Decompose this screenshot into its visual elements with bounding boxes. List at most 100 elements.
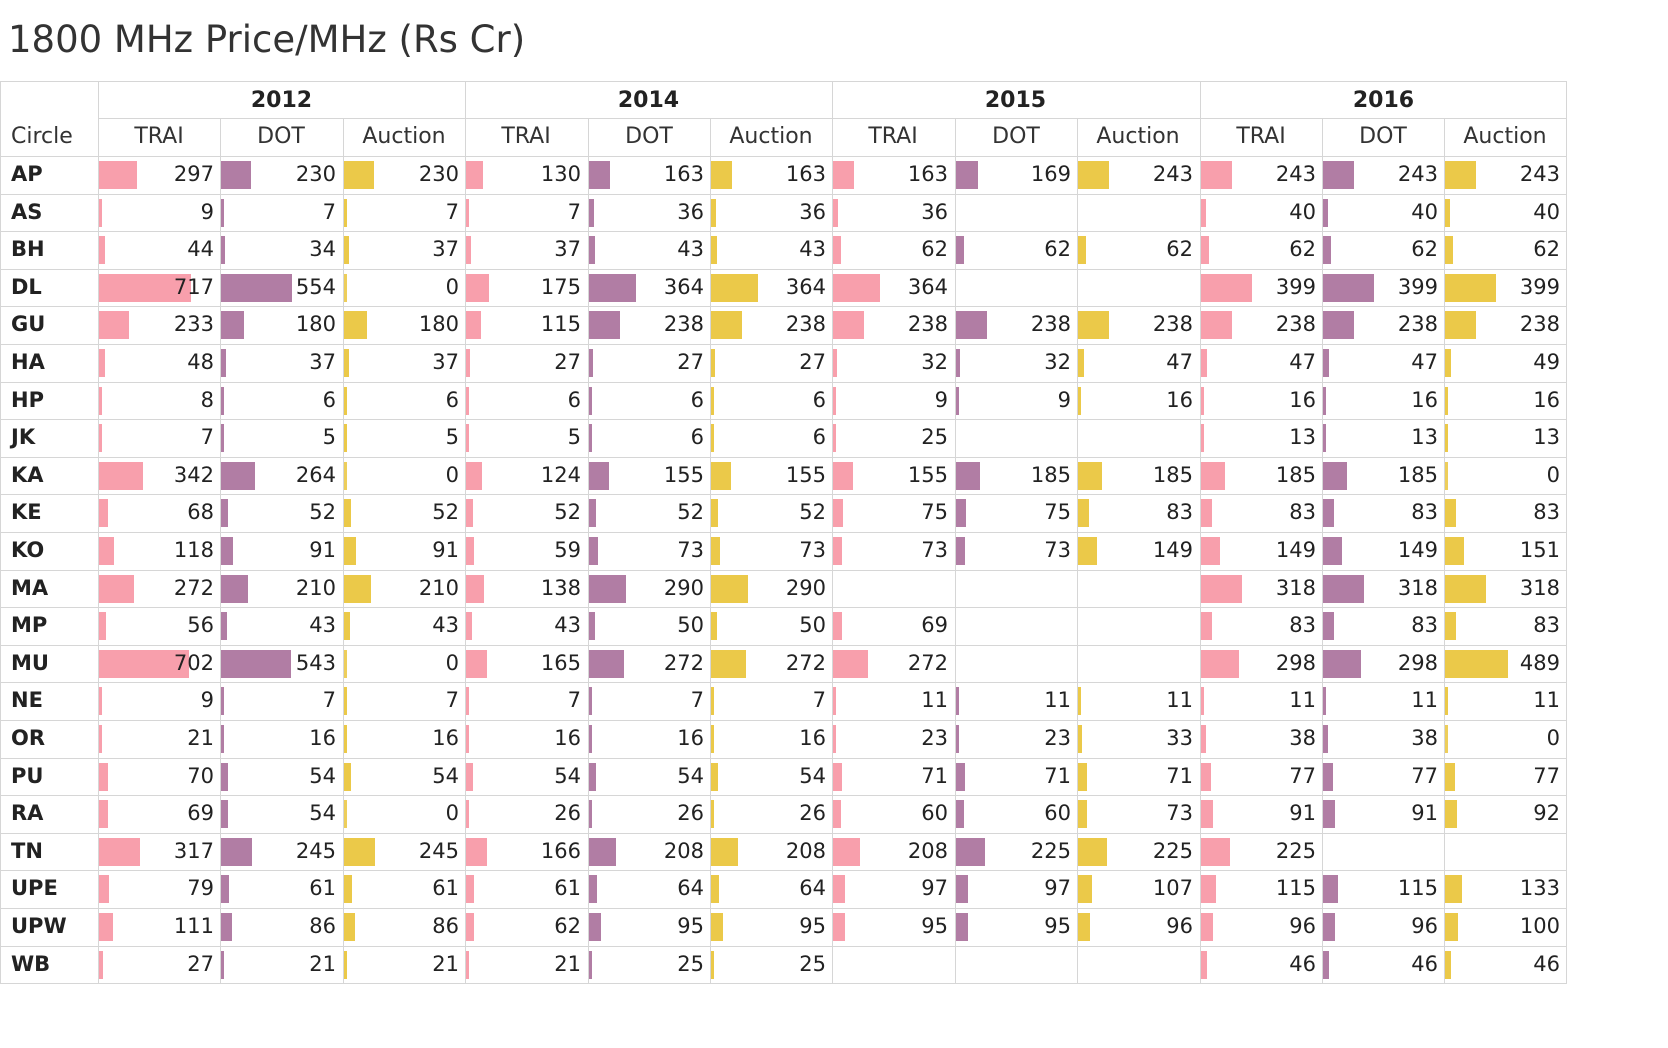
value-mp-dot: 43 — [309, 613, 336, 637]
value-hp-auction: 16 — [1533, 388, 1560, 412]
value-ra-dot: 60 — [1044, 801, 1071, 825]
bar-mu-trai — [1201, 650, 1240, 678]
value-dl-trai: 399 — [1275, 275, 1316, 299]
year-header-2014: 2014 — [617, 88, 680, 113]
bar-hp-trai — [833, 387, 836, 415]
bar-ma-trai — [466, 575, 484, 603]
bar-gu-trai — [99, 311, 129, 339]
value-bh-dot: 43 — [677, 237, 704, 261]
bar-ap-auction — [344, 161, 374, 189]
value-tn-trai: 225 — [1275, 839, 1316, 863]
value-wb-auction: 25 — [799, 952, 826, 976]
value-dl-trai: 175 — [540, 275, 581, 299]
value-ma-auction: 290 — [785, 576, 826, 600]
value-ne-trai: 9 — [200, 688, 214, 712]
bar-dl-trai — [1201, 274, 1253, 302]
bar-mp-dot — [589, 612, 596, 640]
value-or-auction: 16 — [799, 726, 826, 750]
value-or-trai: 16 — [554, 726, 581, 750]
value-ko-trai: 149 — [1275, 538, 1316, 562]
value-ke-auction: 83 — [1533, 500, 1560, 524]
year-column-divider — [1566, 81, 1567, 984]
value-gu-dot: 238 — [1397, 312, 1438, 336]
bar-ka-dot — [956, 462, 980, 490]
bar-ma-trai — [99, 575, 134, 603]
bar-wb-trai — [99, 951, 103, 979]
value-pu-dot: 77 — [1411, 764, 1438, 788]
bar-ha-trai — [99, 349, 106, 377]
value-bh-dot: 34 — [309, 237, 336, 261]
bar-upe-dot — [1323, 875, 1338, 903]
bar-as-dot — [589, 199, 594, 227]
bar-ra-dot — [221, 800, 228, 828]
value-ra-trai: 69 — [187, 801, 214, 825]
bar-ko-trai — [466, 537, 474, 565]
bar-ma-trai — [1201, 575, 1242, 603]
bar-hp-dot — [589, 387, 592, 415]
bar-ke-trai — [833, 499, 843, 527]
bar-as-trai — [833, 199, 838, 227]
value-mu-auction: 272 — [785, 651, 826, 675]
metric-header-auction: Auction — [1096, 124, 1180, 149]
value-ra-trai: 26 — [554, 801, 581, 825]
bar-ra-trai — [833, 800, 841, 828]
bar-wb-dot — [221, 951, 224, 979]
bar-ha-dot — [221, 349, 226, 377]
bar-upe-trai — [1201, 875, 1216, 903]
bar-ap-auction — [711, 161, 732, 189]
value-gu-auction: 180 — [418, 312, 459, 336]
bar-gu-dot — [956, 311, 987, 339]
value-or-dot: 38 — [1411, 726, 1438, 750]
value-ha-dot: 27 — [677, 350, 704, 374]
bar-ne-trai — [833, 687, 836, 715]
row-divider — [0, 682, 1567, 683]
value-ka-auction: 0 — [1546, 463, 1560, 487]
value-ra-trai: 60 — [921, 801, 948, 825]
bar-gu-auction — [1445, 311, 1476, 339]
year-header-2015: 2015 — [984, 88, 1047, 113]
bar-mu-dot — [1323, 650, 1362, 678]
metric-column-divider — [343, 118, 344, 984]
metric-header-auction: Auction — [1463, 124, 1547, 149]
bar-pu-auction — [711, 763, 718, 791]
bar-or-trai — [466, 725, 469, 753]
year-header-2016: 2016 — [1352, 88, 1415, 113]
value-mp-trai: 83 — [1289, 613, 1316, 637]
bar-gu-dot — [589, 311, 620, 339]
bar-ap-trai — [466, 161, 483, 189]
value-gu-trai: 233 — [173, 312, 214, 336]
value-or-dot: 16 — [677, 726, 704, 750]
value-or-trai: 38 — [1289, 726, 1316, 750]
bar-or-trai — [833, 725, 836, 753]
bar-jk-trai — [466, 424, 469, 452]
bar-ka-dot — [589, 462, 609, 490]
value-upe-dot: 115 — [1397, 876, 1438, 900]
bar-mu-dot — [589, 650, 624, 678]
bar-ap-dot — [221, 161, 251, 189]
value-ap-dot: 163 — [663, 162, 704, 186]
value-ha-dot: 32 — [1044, 350, 1071, 374]
value-tn-auction: 245 — [418, 839, 459, 863]
value-tn-trai: 208 — [907, 839, 948, 863]
metric-header-trai: TRAI — [1236, 124, 1286, 149]
bar-wb-trai — [1201, 951, 1207, 979]
bar-ra-auction — [711, 800, 715, 828]
value-mu-dot: 272 — [663, 651, 704, 675]
value-jk-trai: 25 — [921, 425, 948, 449]
bar-wb-trai — [466, 951, 469, 979]
value-jk-dot: 5 — [322, 425, 336, 449]
value-ra-dot: 54 — [309, 801, 336, 825]
metric-header-auction: Auction — [362, 124, 446, 149]
value-jk-trai: 13 — [1289, 425, 1316, 449]
value-ma-trai: 318 — [1275, 576, 1316, 600]
bar-gu-auction — [711, 311, 742, 339]
value-ko-dot: 73 — [1044, 538, 1071, 562]
bar-ne-dot — [956, 687, 959, 715]
value-ko-trai: 118 — [173, 538, 214, 562]
bar-ka-auction — [1445, 462, 1448, 490]
bar-ka-dot — [1323, 462, 1347, 490]
value-hp-trai: 6 — [567, 388, 581, 412]
value-hp-trai: 8 — [200, 388, 214, 412]
value-ap-trai: 163 — [907, 162, 948, 186]
value-gu-dot: 238 — [663, 312, 704, 336]
